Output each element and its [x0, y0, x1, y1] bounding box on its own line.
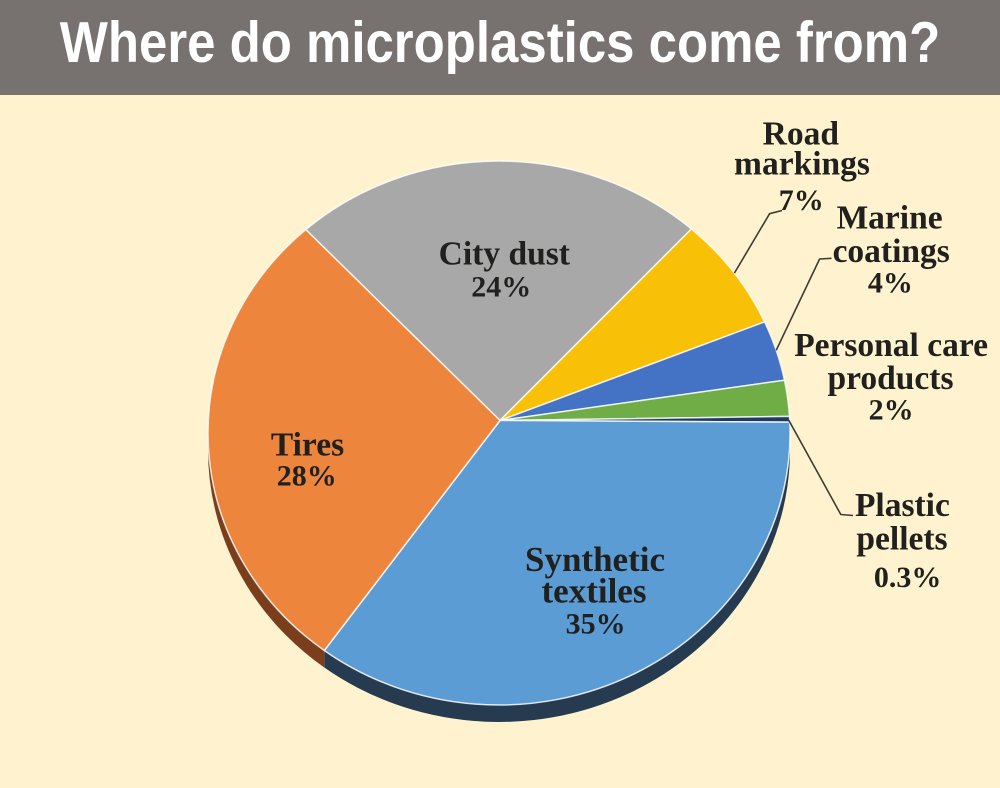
svg-text:28%: 28%: [277, 460, 337, 493]
svg-text:products: products: [828, 360, 954, 397]
svg-text:2%: 2%: [869, 394, 914, 427]
svg-text:Marine: Marine: [837, 200, 943, 237]
svg-text:coatings: coatings: [833, 233, 950, 270]
svg-text:City dust: City dust: [439, 235, 571, 272]
svg-text:Tires: Tires: [271, 427, 344, 464]
svg-text:35%: 35%: [566, 608, 626, 641]
svg-text:Personal care: Personal care: [794, 327, 988, 364]
svg-text:7%: 7%: [779, 184, 824, 217]
svg-text:24%: 24%: [471, 271, 531, 304]
svg-text:Synthetic: Synthetic: [525, 540, 665, 579]
svg-text:textiles: textiles: [542, 572, 647, 611]
svg-text:Road: Road: [763, 116, 840, 153]
svg-text:4%: 4%: [868, 267, 913, 300]
svg-text:markings: markings: [734, 146, 870, 183]
svg-text:Plastic: Plastic: [855, 487, 950, 524]
svg-text:pellets: pellets: [856, 521, 947, 558]
svg-text:0.3%: 0.3%: [874, 561, 942, 594]
